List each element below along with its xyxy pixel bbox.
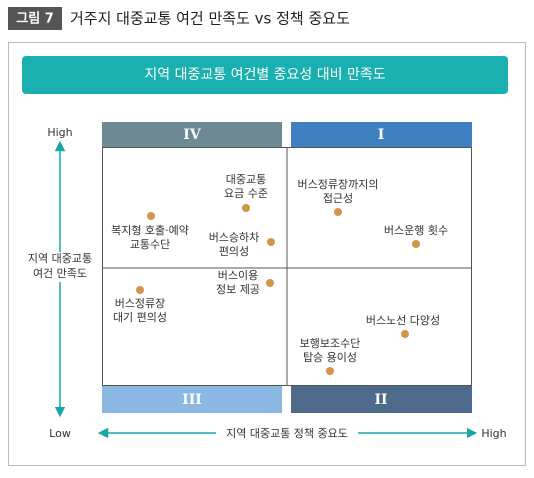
quadrant-label: III — [182, 392, 202, 408]
node-label: 대기 편의성 — [113, 311, 167, 324]
node-label: 정보 제공 — [216, 283, 260, 296]
node-label: 복지형 호출·예약 — [111, 223, 189, 237]
quadrant-label: I — [378, 127, 385, 143]
node-dot — [401, 330, 409, 338]
node-label: 대중교통 — [226, 173, 266, 186]
x-label-bg — [216, 425, 358, 441]
quadrant-header — [102, 386, 282, 413]
frame — [8, 42, 526, 466]
node-dot — [334, 208, 342, 216]
y-label: 지역 대중교통 — [28, 252, 92, 265]
quadrant-label: IV — [183, 127, 202, 143]
node-dot — [266, 279, 274, 287]
node-dot — [242, 204, 250, 212]
node-label: 편의성 — [219, 245, 249, 258]
quadrant-header — [291, 122, 472, 147]
node-label: 교통수단 — [130, 238, 170, 251]
quadrant-header — [102, 122, 282, 147]
node-label: 버스정류장까지의 — [298, 178, 379, 191]
y-high: High — [47, 126, 72, 139]
node-label: 버스이용 — [218, 269, 258, 282]
x-label: 지역 대중교통 정책 중요도 — [226, 427, 348, 440]
figure-label: 그림 7 — [16, 12, 54, 27]
node-dot — [412, 240, 420, 248]
node-label: 버스정류장 — [115, 297, 166, 310]
node-label: 버스승하차 — [209, 230, 260, 244]
node-label: 버스노선 다양성 — [366, 314, 440, 327]
banner-text: 지역 대중교통 여건별 중요성 대비 만족도 — [144, 67, 385, 83]
node-dot — [136, 286, 144, 294]
banner — [22, 56, 508, 94]
y-label-bg — [24, 252, 96, 282]
node-label: 버스운행 횟수 — [384, 224, 448, 237]
x-high: High — [481, 427, 506, 440]
quadrant-header — [291, 386, 472, 413]
y-label: 여건 만족도 — [33, 267, 87, 280]
quadrant-label: II — [374, 392, 387, 408]
node-label: 접근성 — [323, 192, 353, 205]
node-label: 탑승 용이성 — [303, 351, 357, 364]
y-low: Low — [49, 427, 71, 440]
node-label: 요금 수준 — [224, 187, 268, 200]
figure-title: 거주지 대중교통 여건 만족도 vs 정책 중요도 — [70, 10, 350, 28]
node-dot — [267, 238, 275, 246]
node-dot — [326, 367, 334, 375]
node-label: 보행보조수단 — [300, 337, 361, 350]
node-dot — [147, 212, 155, 220]
figure-label-box — [8, 7, 62, 30]
